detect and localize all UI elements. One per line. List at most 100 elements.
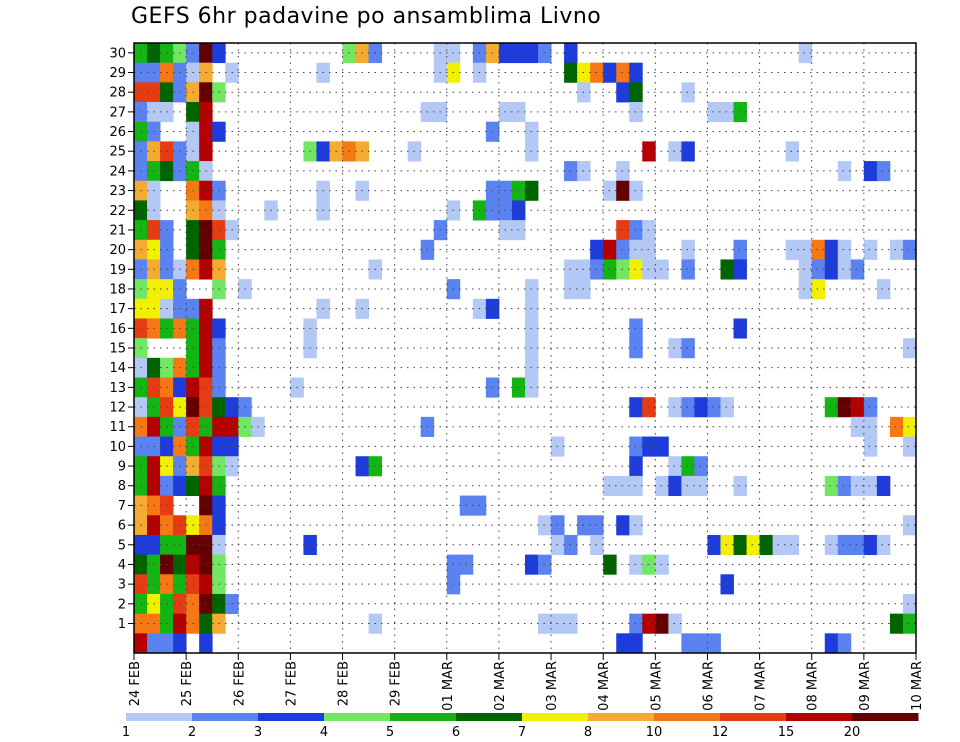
x-tick-label: 27 FEB [284,661,299,706]
heatmap-cell [798,259,813,280]
heatmap-cell [863,161,878,182]
heatmap-cell [681,633,695,654]
colorbar-swatch [786,713,853,721]
heatmap-cell [902,436,917,457]
heatmap-cell [694,456,708,477]
heatmap-cell [668,397,682,418]
heatmap-cell [837,534,852,556]
y-tick-label: 16 [109,322,126,337]
heatmap-cell [694,397,708,418]
y-tick-label: 8 [118,479,126,494]
heatmap-cell [785,239,800,260]
heatmap-cell [668,141,682,162]
heatmap-cell [746,534,760,556]
x-tick-label: 09 MAR [858,661,873,711]
heatmap-cell [694,633,708,654]
heatmap-cell [837,397,852,418]
heatmap-cell [902,239,917,260]
heatmap-cell [811,239,826,260]
heatmap-cell [824,397,839,418]
heatmap-cell [681,456,695,477]
colorbar: 1 2 3 4 5 6 7 8 10 12 15 20 [122,713,919,740]
heatmap-cell [134,633,148,654]
heatmap-cell [720,534,734,556]
y-tick-label: 7 [118,499,126,514]
heatmap-cell [199,633,213,654]
heatmap-cell [655,554,669,575]
heatmap-cell [642,436,656,457]
x-tick-label: 08 MAR [806,661,821,711]
y-tick-label: 20 [109,243,126,258]
heatmap-cell [863,416,878,437]
colorbar-label: 20 [844,725,861,740]
heatmap-cell [681,259,695,280]
heatmap-cell [668,456,682,477]
heatmap-cell [902,416,917,437]
heatmap-cell [824,259,839,280]
heatmap-cell [642,220,656,241]
x-tick-label: 06 MAR [701,661,716,711]
heatmap-cell [707,633,721,654]
heatmap-cell [850,259,865,280]
colorbar-label: 10 [646,725,663,740]
heatmap-cell [824,475,839,496]
colorbar-label: 2 [188,725,196,740]
y-tick-label: 13 [109,381,126,396]
x-tick-label: 05 MAR [649,661,664,711]
heatmap-cell [681,338,695,359]
heatmap-cell [681,82,695,103]
heatmap-cell [863,436,878,457]
heatmap-cell [668,613,682,634]
heatmap-cell [668,338,682,359]
heatmap-cell [902,593,917,615]
heatmap-cell [642,239,656,260]
heatmap-cell [902,613,917,634]
heatmap-cell [642,397,656,418]
heatmap-cell [694,475,708,496]
x-tick-label: 07 MAR [754,661,769,711]
heatmap-cell [902,338,917,359]
heatmap-cell [785,534,800,556]
y-tick-label: 15 [109,342,126,357]
heatmap-cell [863,397,878,418]
colorbar-label: 7 [518,725,526,740]
x-tick-label: 02 MAR [493,661,508,711]
y-tick-label: 11 [109,420,126,435]
heatmap-cell [733,318,747,339]
heatmap-cell [720,102,734,123]
heatmap-cell [824,534,839,556]
heatmap-cell [889,239,904,260]
colorbar-swatch [192,713,259,721]
colorbar-swatch [654,713,721,721]
heatmap-cell [629,633,643,654]
colorbar-swatch [258,713,325,721]
grid-lines [134,43,916,653]
x-tick-label: 24 FEB [128,661,143,706]
y-tick-label: 19 [109,263,126,278]
heatmap-cell [160,633,174,654]
heatmap-cell [720,397,734,418]
colorbar-swatch [588,713,655,721]
heatmap-cell [863,534,878,556]
heatmap-cell [173,633,187,654]
heatmap-cell [655,259,669,280]
heatmap-cell [707,397,721,418]
colorbar-label: 4 [320,725,328,740]
heatmap-cell [889,613,904,634]
y-tick-label: 24 [109,164,126,179]
heatmap-cell [863,475,878,496]
heatmap-cell [655,475,669,496]
colorbar-swatch [456,713,523,721]
heatmap-cell [681,239,695,260]
heatmap-cell [902,515,917,536]
heatmap-cell [798,239,813,260]
heatmap-cell [642,613,656,634]
heatmap-cell [850,397,865,418]
heatmap-cell [811,279,826,300]
heatmap-cell [850,475,865,496]
colorbar-label: 6 [452,725,460,740]
x-axis: 24 FEB 25 FEB 26 FEB 27 FEB 28 FEB 29 FEB 01 M… [128,653,925,711]
y-tick-label: 23 [109,184,126,199]
heatmap-cell [837,259,852,280]
heatmap-cell [772,534,787,556]
